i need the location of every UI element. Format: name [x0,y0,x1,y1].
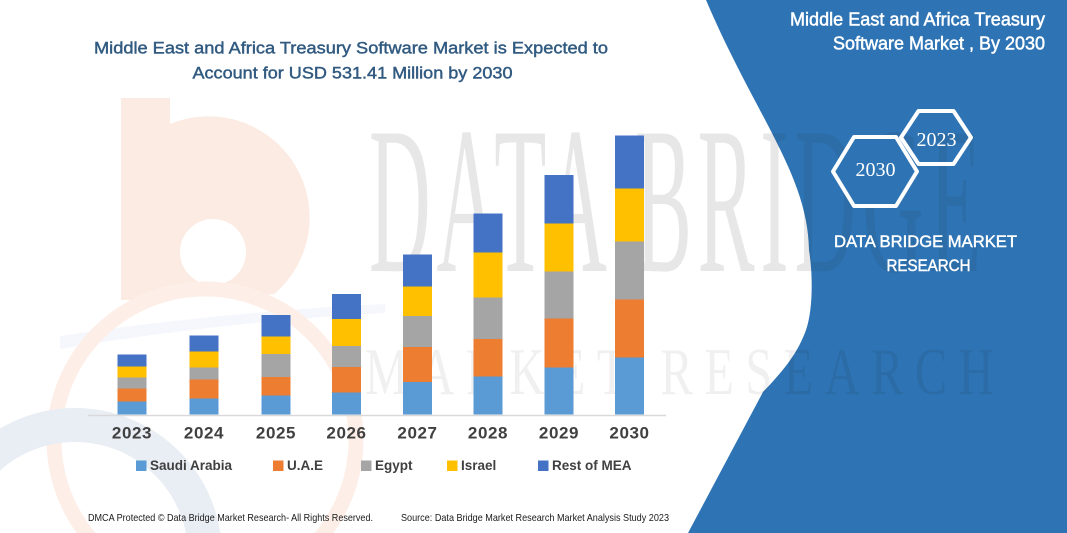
svg-text:DMCA Protected © Data Bridge M: DMCA Protected © Data Bridge Market Rese… [88,512,373,524]
svg-text:RESEARCH: RESEARCH [887,256,971,275]
svg-text:2023: 2023 [917,129,957,151]
svg-text:2024: 2024 [184,424,224,443]
svg-text:2030: 2030 [856,159,896,181]
svg-text:Middle East and Africa Treasur: Middle East and Africa Treasury Software… [94,39,608,58]
svg-text:2028: 2028 [468,424,508,443]
svg-text:Source: Data Bridge Market Res: Source: Data Bridge Market Research Mark… [401,512,669,524]
svg-text:Egypt: Egypt [375,458,413,473]
svg-text:Software Market , By 2030: Software Market , By 2030 [833,33,1045,54]
svg-text:2027: 2027 [397,424,437,443]
svg-text:2029: 2029 [539,424,579,443]
svg-text:2030: 2030 [609,424,649,443]
svg-text:Israel: Israel [461,458,496,473]
svg-text:2025: 2025 [256,424,296,443]
svg-text:Rest of MEA: Rest of MEA [552,458,632,473]
svg-text:Account for USD 531.41 Million: Account for USD 531.41 Million by 2030 [193,64,513,83]
svg-text:2023: 2023 [112,424,152,443]
svg-text:U.A.E: U.A.E [287,458,323,473]
svg-text:Saudi Arabia: Saudi Arabia [150,458,233,473]
svg-text:Middle East and Africa Treasur: Middle East and Africa Treasury [790,9,1046,30]
svg-text:2026: 2026 [326,424,366,443]
svg-text:DATA BRIDGE MARKET: DATA BRIDGE MARKET [834,232,1017,251]
